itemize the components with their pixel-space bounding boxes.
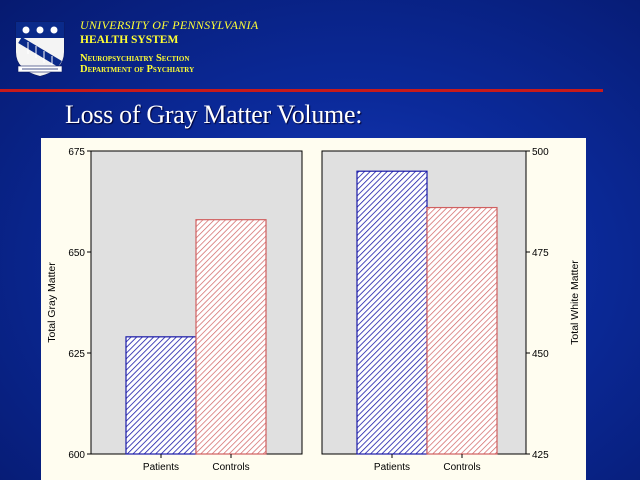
department-name: Department of Psychiatry: [80, 64, 195, 75]
health-system-name: HEALTH SYSTEM: [80, 34, 179, 46]
y-axis-label-1: Total Gray Matter: [46, 262, 58, 343]
y-tick-label-1: 600: [68, 450, 85, 461]
university-shield-logo-icon: [15, 21, 65, 77]
y-tick-label-2: 425: [532, 450, 549, 461]
section-name: Neuropsychiatry Section: [80, 53, 190, 64]
chart-area: 600 625 650 675 Patients Controls Total Gray M…: [41, 138, 586, 480]
bar-controls-1: [195, 219, 267, 455]
y-axis-label-2: Total White Matter: [569, 260, 581, 345]
slide-header: UNIVERSITY OF PENNSYLVANIA HEALTH SYSTEM…: [0, 0, 640, 96]
y-tick-label-1: 675: [68, 147, 85, 158]
bar-patients-2: [356, 170, 428, 455]
institution-block: UNIVERSITY OF PENNSYLVANIA HEALTH SYSTEM…: [80, 18, 258, 75]
y-tick-label-1: 650: [68, 248, 85, 259]
x-tick-label-patients-1: Patients: [143, 462, 179, 473]
university-name: UNIVERSITY OF PENNSYLVANIA: [80, 18, 259, 32]
slide-title: Loss of Gray Matter Volume:: [65, 100, 363, 129]
bar-chart-figure: 600 625 650 675 Patients Controls Total Gray M…: [46, 147, 581, 473]
y-tick-label-2: 475: [532, 248, 549, 259]
y-tick-label-2: 450: [532, 349, 549, 360]
bar-patients-1: [125, 336, 197, 455]
x-tick-label-controls-1: Controls: [212, 462, 249, 473]
header-divider: [0, 89, 603, 92]
y-tick-label-1: 625: [68, 349, 85, 360]
x-tick-label-controls-2: Controls: [443, 462, 480, 473]
bar-controls-2: [426, 206, 498, 455]
x-tick-label-patients-2: Patients: [374, 462, 410, 473]
y-tick-label-2: 500: [532, 147, 549, 158]
